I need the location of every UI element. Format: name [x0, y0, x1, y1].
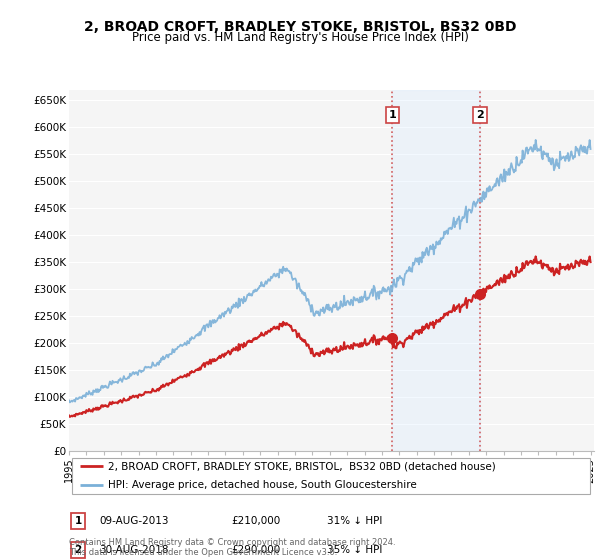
Bar: [392, 90, 480, 451]
Text: 1: 1: [388, 110, 396, 120]
Text: 09-AUG-2013: 09-AUG-2013: [99, 516, 169, 526]
Text: 2, BROAD CROFT, BRADLEY STOKE, BRISTOL, BS32 0BD: 2, BROAD CROFT, BRADLEY STOKE, BRISTOL, …: [84, 20, 516, 34]
Text: 30-AUG-2018: 30-AUG-2018: [99, 545, 169, 555]
FancyBboxPatch shape: [71, 458, 590, 493]
Text: £210,000: £210,000: [231, 516, 280, 526]
Text: 2: 2: [74, 545, 82, 555]
Text: 35% ↓ HPI: 35% ↓ HPI: [327, 545, 382, 555]
Text: Price paid vs. HM Land Registry's House Price Index (HPI): Price paid vs. HM Land Registry's House …: [131, 31, 469, 44]
Text: 2: 2: [476, 110, 484, 120]
Text: Contains HM Land Registry data © Crown copyright and database right 2024.
This d: Contains HM Land Registry data © Crown c…: [69, 538, 395, 557]
Text: £290,000: £290,000: [231, 545, 280, 555]
Text: 31% ↓ HPI: 31% ↓ HPI: [327, 516, 382, 526]
Text: 1: 1: [74, 516, 82, 526]
Text: 2, BROAD CROFT, BRADLEY STOKE, BRISTOL,  BS32 0BD (detached house): 2, BROAD CROFT, BRADLEY STOKE, BRISTOL, …: [109, 461, 496, 471]
Text: HPI: Average price, detached house, South Gloucestershire: HPI: Average price, detached house, Sout…: [109, 480, 417, 489]
